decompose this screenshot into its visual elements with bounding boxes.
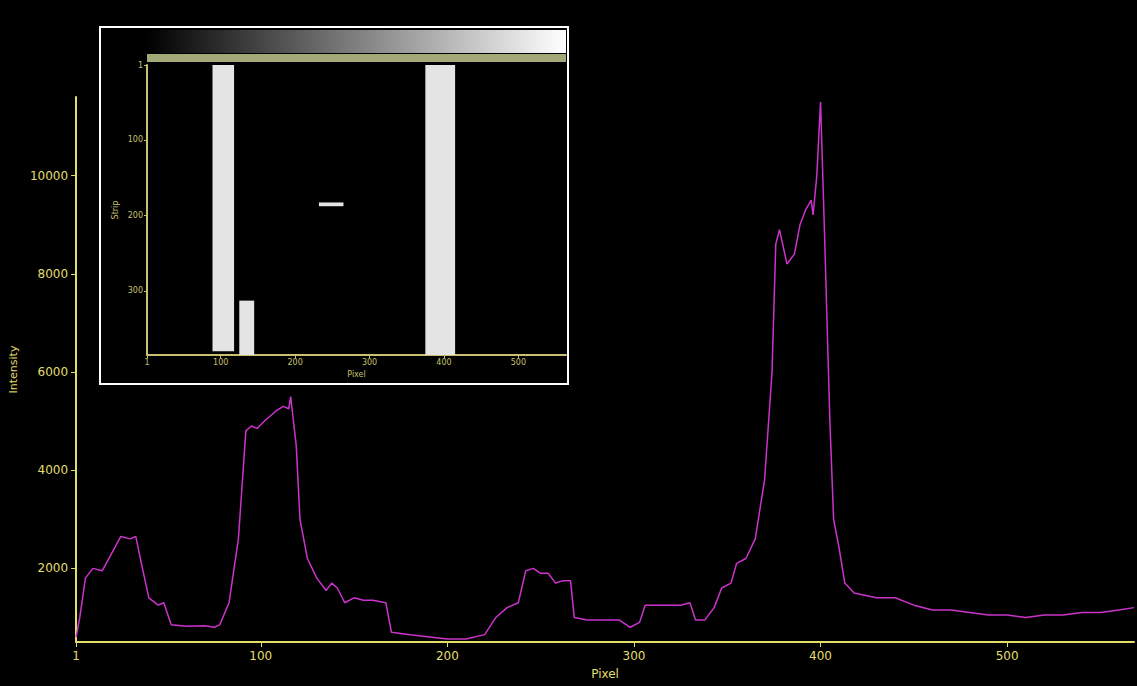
svg-text:100: 100 [128,135,143,144]
svg-text:100: 100 [213,358,228,367]
svg-text:400: 400 [436,358,451,367]
svg-text:Pixel: Pixel [347,370,366,379]
svg-text:10000: 10000 [30,169,68,183]
svg-text:Intensity: Intensity [7,345,20,393]
svg-text:400: 400 [809,649,832,663]
svg-text:200: 200 [287,358,302,367]
svg-text:100: 100 [249,649,272,663]
svg-text:300: 300 [623,649,646,663]
svg-text:6000: 6000 [38,365,69,379]
svg-text:1: 1 [72,649,80,663]
svg-text:500: 500 [511,358,526,367]
svg-text:1: 1 [138,61,143,70]
svg-text:Strip: Strip [111,201,120,220]
svg-text:200: 200 [436,649,459,663]
svg-text:4000: 4000 [38,463,69,477]
svg-text:2000: 2000 [38,561,69,575]
svg-text:1: 1 [144,358,149,367]
svg-text:200: 200 [128,211,143,220]
svg-text:500: 500 [996,649,1019,663]
svg-text:300: 300 [128,286,143,295]
svg-text:Pixel: Pixel [591,667,619,681]
svg-text:8000: 8000 [38,267,69,281]
svg-text:300: 300 [362,358,377,367]
